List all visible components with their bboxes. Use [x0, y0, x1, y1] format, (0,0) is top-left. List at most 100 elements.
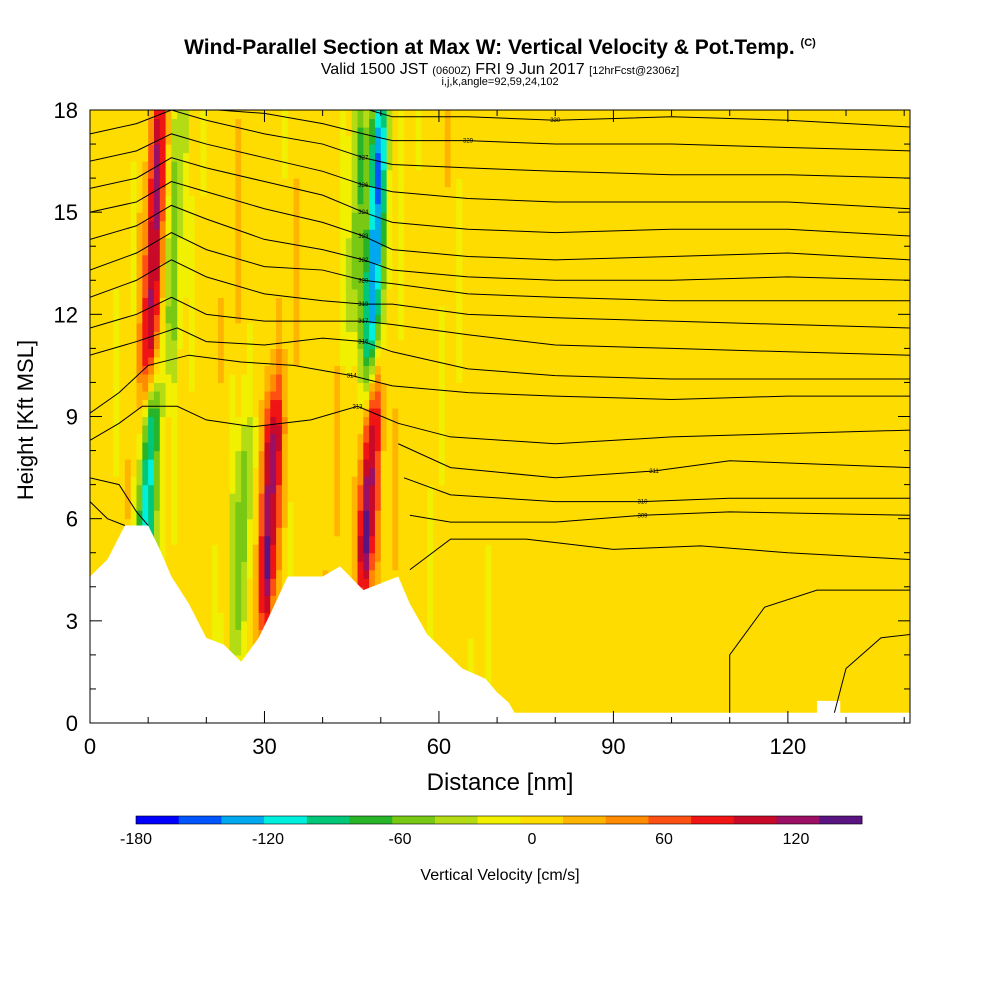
velocity-cell — [183, 280, 190, 290]
velocity-cell — [212, 586, 219, 596]
velocity-cell — [101, 552, 109, 562]
velocity-cell — [136, 322, 143, 332]
velocity-cell — [345, 152, 353, 162]
velocity-cell — [369, 518, 376, 528]
velocity-cell — [153, 416, 161, 426]
velocity-cell — [177, 459, 184, 469]
velocity-cell — [363, 178, 370, 188]
velocity-cell — [328, 110, 335, 120]
velocity-cell — [200, 229, 207, 239]
velocity-cell — [334, 169, 341, 179]
velocity-cell — [183, 322, 190, 332]
velocity-cell — [392, 297, 399, 307]
velocity-cell — [287, 127, 295, 137]
velocity-cell — [183, 433, 190, 443]
velocity-cell — [252, 331, 260, 341]
velocity-cell — [456, 416, 463, 426]
velocity-cell — [206, 390, 213, 401]
velocity-cell — [194, 203, 202, 213]
velocity-cell — [235, 493, 242, 503]
velocity-cell — [264, 169, 271, 179]
velocity-cell — [450, 356, 457, 367]
velocity-cell — [119, 229, 126, 239]
velocity-cell — [287, 314, 295, 324]
velocity-cell — [200, 527, 207, 537]
velocity-cell — [450, 595, 457, 605]
velocity-cell — [159, 442, 167, 452]
velocity-cell — [450, 212, 457, 222]
velocity-cell — [468, 578, 475, 588]
velocity-cell — [374, 356, 382, 367]
velocity-cell — [124, 178, 132, 188]
velocity-cell — [468, 178, 475, 188]
velocity-cell — [252, 578, 260, 588]
velocity-cell — [194, 595, 202, 605]
velocity-cell — [369, 552, 376, 562]
velocity-cell — [392, 442, 399, 452]
velocity-cell — [293, 186, 300, 196]
velocity-cell — [473, 288, 481, 298]
velocity-cell — [363, 527, 370, 537]
velocity-cell — [473, 637, 481, 647]
velocity-cell — [148, 339, 155, 349]
velocity-cell — [113, 339, 120, 349]
velocity-cell — [409, 144, 417, 154]
velocity-cell — [206, 467, 213, 477]
velocity-cell — [159, 527, 167, 537]
velocity-cell — [241, 535, 248, 545]
velocity-cell — [159, 501, 167, 511]
velocity-cell — [276, 297, 283, 307]
velocity-cell — [322, 152, 330, 162]
velocity-cell — [322, 467, 330, 477]
velocity-cell — [247, 578, 254, 588]
velocity-cell — [159, 433, 167, 443]
velocity-cell — [369, 220, 376, 230]
velocity-cell — [119, 144, 126, 154]
velocity-cell — [165, 297, 173, 307]
velocity-cell — [357, 510, 364, 520]
velocity-cell — [392, 518, 399, 528]
velocity-cell — [276, 229, 283, 239]
velocity-cell — [229, 518, 236, 528]
velocity-cell — [281, 178, 289, 188]
velocity-cell — [427, 144, 434, 154]
velocity-cell — [438, 552, 446, 562]
velocity-cell — [276, 314, 283, 324]
velocity-cell — [485, 314, 492, 324]
velocity-cell — [456, 425, 463, 435]
velocity-cell — [305, 527, 312, 537]
velocity-cell — [258, 195, 266, 205]
velocity-cell — [148, 484, 155, 494]
velocity-cell — [438, 433, 446, 443]
velocity-cell — [194, 186, 202, 196]
velocity-cell — [153, 425, 161, 435]
velocity-cell — [130, 203, 138, 213]
velocity-cell — [438, 561, 446, 571]
velocity-cell — [223, 220, 231, 230]
velocity-cell — [351, 152, 359, 162]
velocity-cell — [247, 629, 254, 639]
velocity-cell — [229, 271, 236, 281]
velocity-cell — [264, 271, 271, 281]
velocity-cell — [462, 544, 469, 554]
velocity-cell — [404, 331, 411, 341]
velocity-cell — [310, 331, 318, 341]
velocity-cell — [351, 561, 359, 571]
velocity-cell — [287, 135, 295, 145]
velocity-cell — [223, 569, 231, 579]
velocity-cell — [328, 518, 335, 528]
velocity-cell — [276, 195, 283, 205]
velocity-cell — [328, 450, 335, 460]
velocity-cell — [415, 399, 423, 409]
velocity-cell — [281, 288, 289, 298]
velocity-cell — [345, 476, 353, 486]
velocity-cell — [95, 280, 103, 290]
velocity-cell — [351, 339, 359, 349]
velocity-cell — [136, 407, 143, 418]
velocity-cell — [247, 280, 254, 290]
velocity-cell — [468, 203, 475, 213]
velocity-cell — [392, 254, 399, 264]
velocity-cell — [101, 314, 109, 324]
velocity-cell — [276, 288, 283, 298]
velocity-cell — [217, 331, 225, 341]
